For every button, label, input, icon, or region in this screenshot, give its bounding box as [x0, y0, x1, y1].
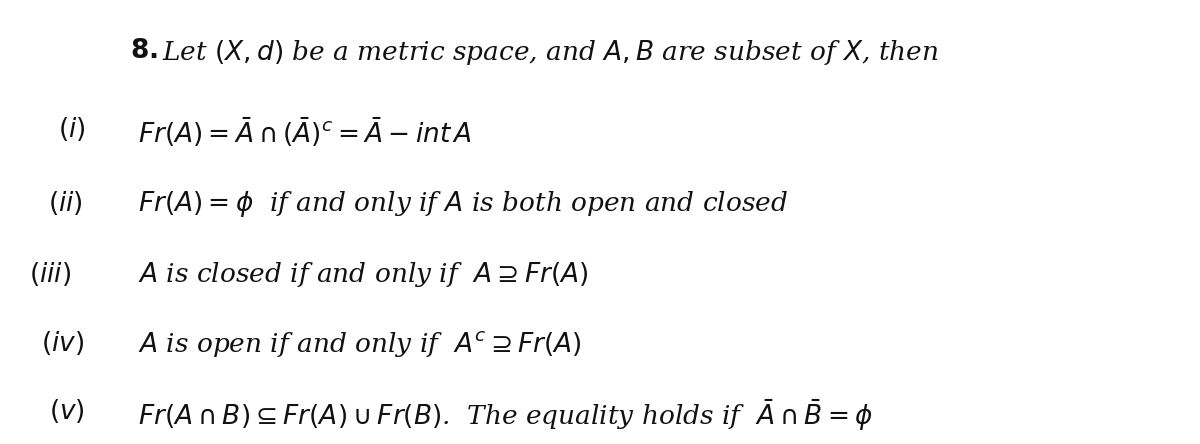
Text: $A$ is closed if and only if  $A \supseteq Fr(A)$: $A$ is closed if and only if $A \supsete…	[138, 260, 588, 289]
Text: $A$ is open if and only if  $A^c \supseteq Fr(A)$: $A$ is open if and only if $A^c \supsete…	[138, 329, 582, 359]
Text: Let $(X, d)$ be a metric space, and $A, B$ are subset of $X$, then: Let $(X, d)$ be a metric space, and $A, …	[162, 38, 938, 67]
Text: $(i)$: $(i)$	[58, 115, 85, 143]
Text: $\mathbf{8.}$: $\mathbf{8.}$	[130, 38, 157, 63]
Text: $Fr(A \cap B) \subseteq Fr(A) \cup Fr(B)$.  The equality holds if  $\bar{A} \cap: $Fr(A \cap B) \subseteq Fr(A) \cup Fr(B)…	[138, 397, 872, 433]
Text: $Fr(A) = \phi$  if and only if $A$ is both open and closed: $Fr(A) = \phi$ if and only if $A$ is bot…	[138, 189, 788, 219]
Text: $Fr(A) = \bar{A} \cap (\bar{A})^c = \bar{A} - int\, A$: $Fr(A) = \bar{A} \cap (\bar{A})^c = \bar…	[138, 115, 472, 149]
Text: $(ii)$: $(ii)$	[48, 189, 83, 217]
Text: $(iii)$: $(iii)$	[29, 260, 71, 288]
Text: $(v)$: $(v)$	[49, 397, 85, 425]
Text: $(iv)$: $(iv)$	[41, 329, 84, 357]
